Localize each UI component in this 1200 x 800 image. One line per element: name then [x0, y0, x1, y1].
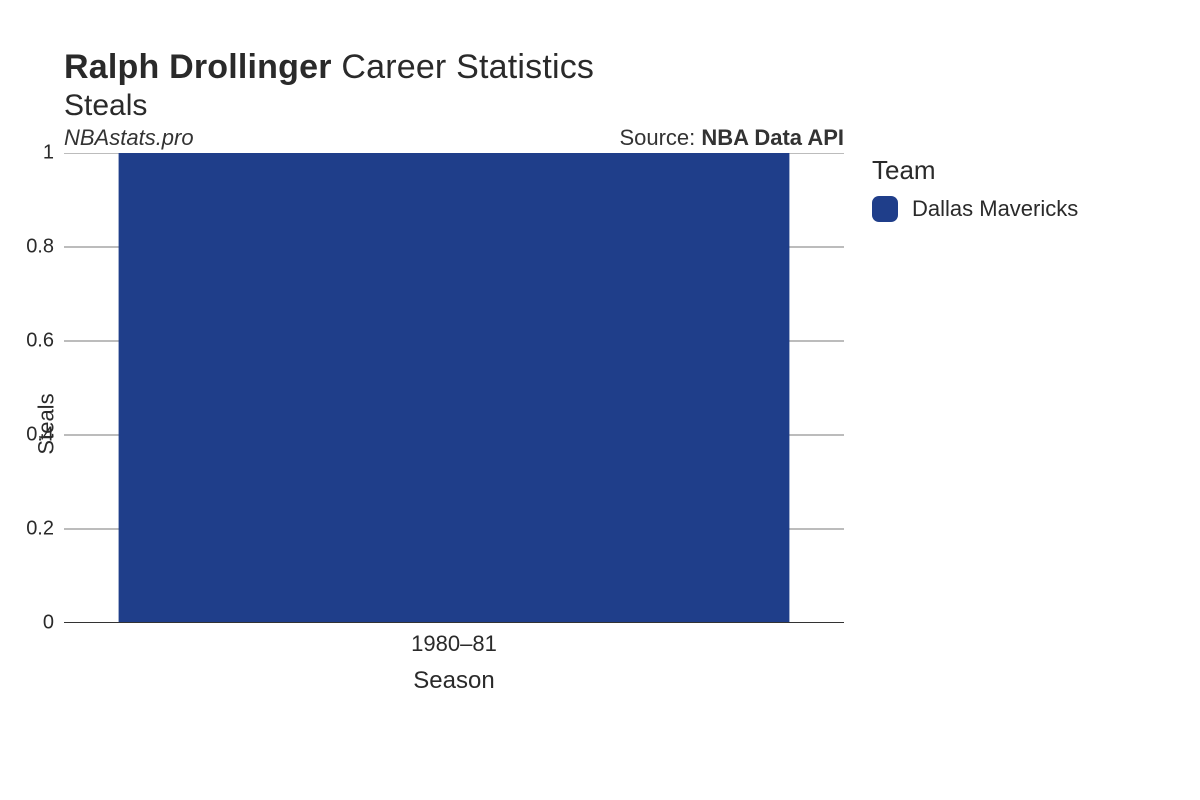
- legend-item: Dallas Mavericks: [872, 196, 1078, 222]
- y-tick-label: 0.8: [4, 236, 54, 259]
- y-tick-label: 0.4: [4, 424, 54, 447]
- annotation-row: NBAstats.pro Source: NBA Data API: [64, 125, 844, 151]
- y-tick-label: 0.2: [4, 518, 54, 541]
- title-subtitle: Steals: [64, 89, 1160, 123]
- annotation-right: Source: NBA Data API: [619, 125, 844, 151]
- legend: Team Dallas Mavericks: [872, 153, 1078, 222]
- legend-label: Dallas Mavericks: [912, 196, 1078, 222]
- y-tick-label: 1: [4, 142, 54, 165]
- title-block: Ralph Drollinger Career Statistics Steal…: [64, 48, 1160, 123]
- chart-wrap: NBAstats.pro Source: NBA Data API Steals…: [64, 153, 1160, 695]
- legend-items: Dallas Mavericks: [872, 196, 1078, 222]
- chart-svg: [64, 153, 844, 623]
- plot-region: NBAstats.pro Source: NBA Data API Steals…: [64, 153, 844, 695]
- source-name: NBA Data API: [701, 125, 844, 150]
- x-axis-label: Season: [64, 667, 844, 695]
- player-name: Ralph Drollinger: [64, 48, 332, 86]
- legend-title: Team: [872, 155, 1078, 186]
- y-tick-label: 0: [4, 612, 54, 635]
- y-tick-label: 0.6: [4, 330, 54, 353]
- legend-swatch: [872, 196, 898, 222]
- title-suffix: Career Statistics: [341, 48, 594, 86]
- chart-page: Ralph Drollinger Career Statistics Steal…: [0, 0, 1200, 800]
- source-label: Source:: [619, 125, 701, 150]
- annotation-left: NBAstats.pro: [64, 125, 194, 151]
- title-line-1: Ralph Drollinger Career Statistics: [64, 48, 1160, 87]
- x-tick-label: 1980–81: [411, 631, 497, 657]
